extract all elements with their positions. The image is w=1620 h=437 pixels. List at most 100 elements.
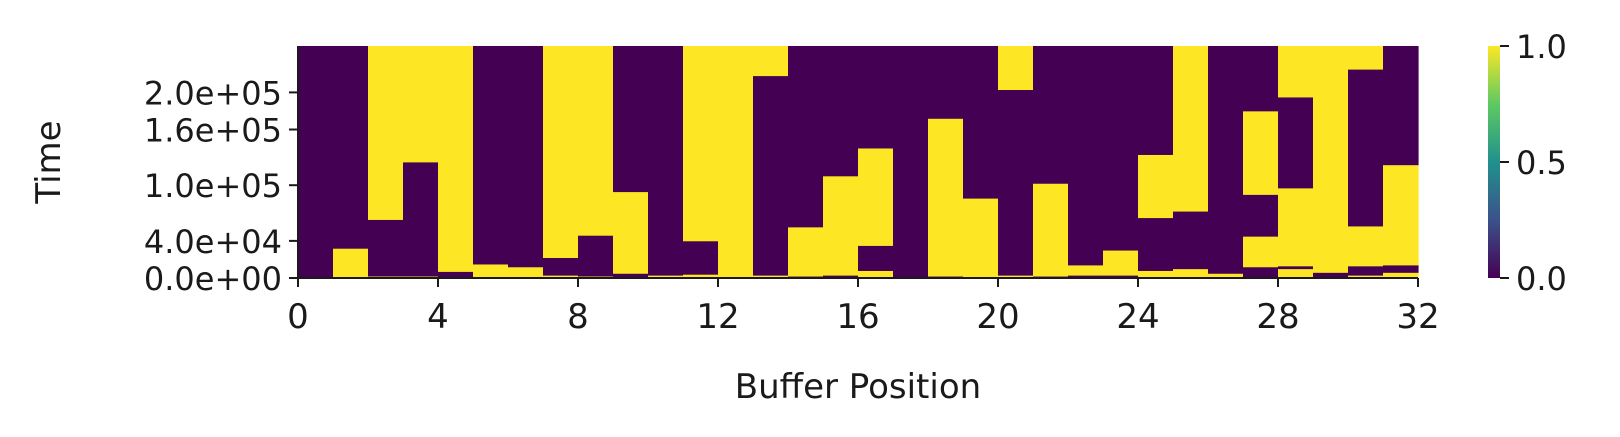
heatmap-cell bbox=[1348, 46, 1384, 70]
heatmap-cell bbox=[858, 245, 894, 271]
colorbar-tick-label: 0.5 bbox=[1516, 144, 1567, 182]
heatmap-cell bbox=[683, 240, 719, 275]
x-tick-label: 8 bbox=[567, 297, 589, 337]
heatmap-cell bbox=[1243, 236, 1279, 268]
x-tick-label: 4 bbox=[427, 297, 449, 337]
heatmap-cell bbox=[1243, 46, 1279, 112]
heatmap-cell bbox=[1348, 69, 1384, 227]
heatmap-cell bbox=[1208, 46, 1244, 274]
heatmap-cell bbox=[823, 46, 859, 177]
heatmap-cell bbox=[1348, 275, 1384, 279]
heatmap-cell bbox=[998, 46, 1034, 91]
heatmap-cell bbox=[613, 273, 649, 279]
heatmap-cell bbox=[1033, 183, 1069, 277]
colorbar-tick-label: 1.0 bbox=[1516, 28, 1567, 66]
heatmap-cell bbox=[403, 162, 439, 277]
heatmap-cell bbox=[1103, 275, 1139, 279]
heatmap-cell bbox=[1068, 46, 1104, 266]
heatmap-cell bbox=[788, 46, 824, 228]
heatmap-cell bbox=[1208, 273, 1244, 279]
heatmap-cell bbox=[998, 89, 1034, 276]
heatmap-cell bbox=[753, 75, 789, 276]
heatmap-cell bbox=[788, 226, 824, 277]
heatmap-cell bbox=[1278, 97, 1314, 189]
heatmap-cell bbox=[1068, 275, 1104, 279]
colorbar bbox=[1488, 46, 1500, 278]
heatmap-cell bbox=[1278, 265, 1314, 270]
y-axis-label: Time bbox=[29, 120, 69, 204]
heatmap-cell bbox=[648, 46, 684, 276]
heatmap-cell bbox=[823, 275, 859, 279]
heatmap-cell bbox=[823, 175, 859, 276]
heatmap-cell bbox=[1278, 46, 1314, 98]
x-tick-label: 16 bbox=[836, 297, 879, 337]
heatmap-cell bbox=[578, 235, 614, 277]
heatmap-cell bbox=[508, 46, 544, 268]
heatmap-cell bbox=[1348, 226, 1384, 267]
heatmap-cell bbox=[683, 46, 719, 242]
heatmap-cell bbox=[1103, 46, 1139, 251]
heatmap-cell bbox=[1138, 270, 1174, 279]
heatmap-cell bbox=[1138, 217, 1174, 271]
colorbar-axis: 0.0 0.5 1.0 bbox=[1500, 28, 1567, 298]
heatmap-cell bbox=[858, 148, 894, 246]
x-tick-label: 0 bbox=[287, 297, 309, 337]
heatmap-cell bbox=[438, 46, 474, 272]
heatmap-cell bbox=[753, 275, 789, 279]
heatmap-cell bbox=[928, 118, 964, 277]
heatmap-cell bbox=[893, 46, 929, 279]
heatmap-cell bbox=[1173, 211, 1209, 270]
heatmap-cell bbox=[1383, 250, 1419, 266]
heatmap-cell bbox=[508, 266, 544, 279]
heatmap-cell bbox=[753, 46, 789, 77]
heatmap-cell bbox=[858, 270, 894, 279]
heatmap-cell bbox=[858, 46, 894, 149]
heatmap-cell bbox=[1033, 46, 1069, 184]
heatmap-cell bbox=[473, 46, 509, 265]
heatmap-cell bbox=[1348, 265, 1384, 276]
x-tick-label: 28 bbox=[1256, 297, 1299, 337]
heatmap-cell bbox=[998, 275, 1034, 279]
heatmap-cell bbox=[613, 191, 649, 274]
heatmap-cell bbox=[928, 46, 964, 119]
y-axis: 0.0e+004.0e+04 1.0e+05 1.6e+052.0e+05 bbox=[144, 46, 299, 298]
heatmap-cell bbox=[648, 275, 684, 279]
heatmap-cell bbox=[1173, 46, 1209, 212]
heatmap-cell bbox=[1103, 250, 1139, 276]
heatmap-cell bbox=[543, 257, 579, 276]
colorbar-tick-label: 0.0 bbox=[1516, 260, 1567, 298]
x-axis: 0 4 8 12 16 20 24 28 32 bbox=[287, 277, 1440, 337]
heatmap-cell bbox=[1383, 272, 1419, 279]
y-tick-label: 0.0e+00 bbox=[144, 260, 282, 298]
heatmap-cell bbox=[963, 273, 999, 279]
heatmap-cell bbox=[1383, 265, 1419, 273]
x-tick-label: 20 bbox=[976, 297, 1019, 337]
heatmap-cell bbox=[1138, 46, 1174, 155]
heatmap-cell bbox=[438, 271, 474, 279]
heatmap-cell bbox=[1313, 272, 1349, 279]
heatmap-cell bbox=[718, 46, 754, 279]
heatmap-cell bbox=[333, 248, 369, 279]
heatmap-cell bbox=[368, 46, 404, 220]
heatmap-cell bbox=[1138, 154, 1174, 219]
heatmap-cell bbox=[963, 46, 999, 199]
y-tick-label: 1.6e+05 bbox=[144, 112, 282, 150]
heatmap-cell bbox=[963, 198, 999, 274]
heatmap-cell bbox=[333, 46, 369, 249]
heatmap-cell bbox=[1068, 265, 1104, 276]
heatmap-cell bbox=[1173, 268, 1209, 279]
heatmap-cell bbox=[543, 275, 579, 279]
heatmap-cell bbox=[1243, 194, 1279, 237]
heatmap-cell bbox=[683, 274, 719, 279]
heatmap-cell bbox=[368, 219, 404, 277]
heatmap-cell bbox=[578, 46, 614, 236]
heatmap-cell bbox=[1383, 164, 1419, 251]
heatmap-cell bbox=[403, 46, 439, 163]
heatmap-cell bbox=[1383, 46, 1419, 166]
heatmap-cell bbox=[543, 46, 579, 258]
y-tick-label: 2.0e+05 bbox=[144, 74, 282, 112]
heatmap-cell bbox=[1243, 110, 1279, 195]
y-tick-label: 1.0e+05 bbox=[144, 167, 282, 205]
heatmap-cell bbox=[1278, 187, 1314, 267]
